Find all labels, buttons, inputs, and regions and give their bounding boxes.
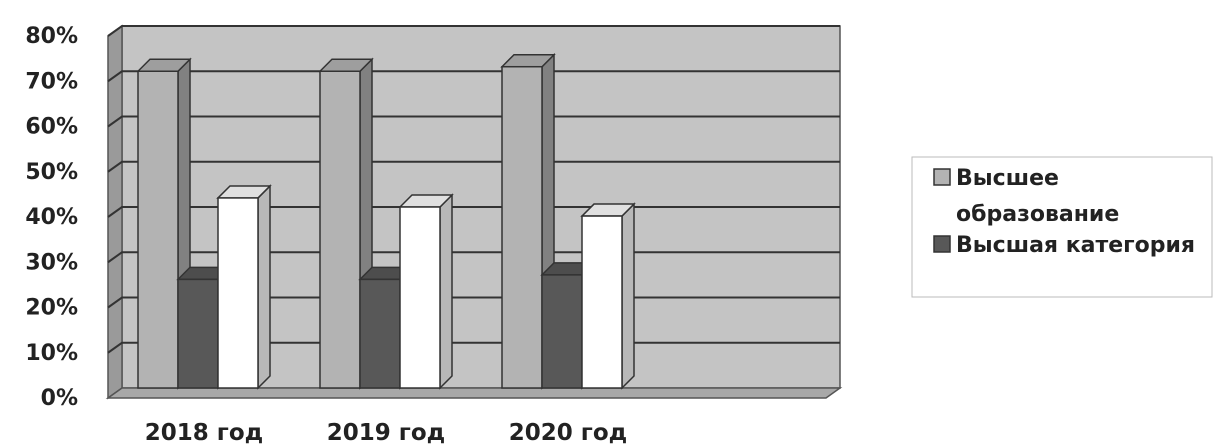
y-tick-label: 20% <box>25 296 78 321</box>
legend-label-highest-category: Высшая категория <box>956 233 1195 258</box>
y-tick-label: 0% <box>41 386 78 411</box>
y-tick-label: 10% <box>25 341 78 366</box>
legend-box <box>911 156 1213 298</box>
legend-label-line2: образование <box>956 202 1119 227</box>
bar <box>216 184 272 390</box>
x-axis-labels: 2018 год 2019 год 2020 год <box>145 420 627 446</box>
y-tick-label: 50% <box>25 160 78 185</box>
gridline <box>107 115 840 128</box>
x-category-label: 2019 год <box>327 420 445 446</box>
y-tick-label: 60% <box>25 115 78 140</box>
gridline <box>107 25 840 37</box>
gridline <box>107 160 840 173</box>
gridline <box>107 70 840 83</box>
y-tick-label: 40% <box>25 205 78 230</box>
bars <box>136 52 636 390</box>
bar <box>136 57 192 390</box>
bar <box>398 193 454 390</box>
x-category-label: 2020 год <box>509 420 627 446</box>
legend-swatch-highest-category <box>933 235 951 253</box>
floor <box>105 387 843 399</box>
legend: Высшее образование Высшая категория <box>911 156 1213 298</box>
y-tick-label: 80% <box>25 24 78 49</box>
legend-swatch-higher-education <box>933 168 951 186</box>
x-category-label: 2018 год <box>145 420 263 446</box>
bar <box>580 202 636 390</box>
y-tick-label: 30% <box>25 250 78 275</box>
y-tick-label: 70% <box>25 69 78 94</box>
y-axis-ticks: 0% 10% 20% 30% 40% 50% 60% 70% 80% <box>25 24 78 411</box>
legend-label-line1: Высшее <box>956 166 1059 191</box>
bar <box>318 57 374 390</box>
